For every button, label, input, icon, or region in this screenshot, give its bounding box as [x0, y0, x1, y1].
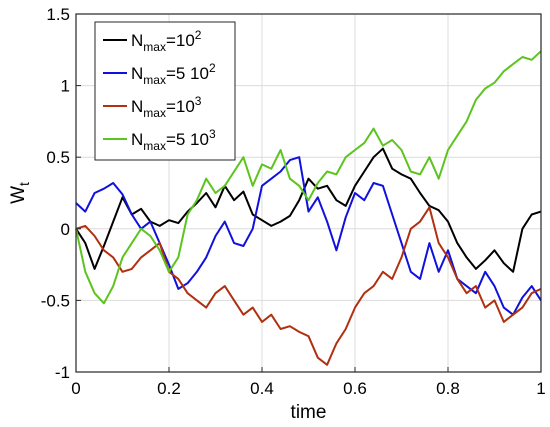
series-line-0 — [75, 147, 542, 273]
x-tick-label: 0.8 — [436, 379, 460, 398]
legend-sub: max — [143, 73, 166, 87]
y-tick-label: 1 — [61, 77, 70, 96]
legend-eq: =5 10 — [166, 64, 209, 83]
legend-sup: 2 — [209, 61, 216, 75]
legend-entry: Nmax=5 102 — [131, 61, 216, 87]
legend-entry: Nmax=103 — [131, 94, 202, 120]
legend-sup: 3 — [209, 127, 216, 141]
series-line-2 — [75, 206, 542, 366]
legend-base: N — [131, 97, 143, 116]
y-tick-label: -1 — [55, 363, 70, 382]
legend-entry: Nmax=5 103 — [131, 127, 216, 153]
y-tick-label: 0 — [61, 220, 70, 239]
plot-frame — [75, 13, 542, 373]
x-axis-label: time — [291, 402, 327, 423]
legend-box — [94, 21, 236, 161]
legend-base: N — [131, 130, 143, 149]
legend-eq: =10 — [166, 97, 195, 116]
x-tick-label: 0.2 — [157, 379, 181, 398]
legend-base: N — [131, 64, 143, 83]
x-tick-label: 0.4 — [250, 379, 274, 398]
y-axis-label-sub: t — [16, 182, 32, 186]
series-lines — [75, 50, 542, 366]
legend-eq: =5 10 — [166, 130, 209, 149]
y-axis-label: Wt — [8, 182, 32, 204]
axis-ticks: 0 0.2 0.4 0.6 0.8 1 -1 -0.5 0 0.5 1 1.5 — [41, 5, 546, 398]
legend-sup: 2 — [195, 28, 202, 42]
x-tick-label: 0 — [71, 379, 80, 398]
series-line-1 — [75, 156, 542, 316]
series-line-3 — [75, 50, 542, 305]
legend-sub: max — [143, 40, 166, 54]
legend-sub: max — [143, 106, 166, 120]
x-tick-label: 0.6 — [343, 379, 367, 398]
y-tick-label: -0.5 — [41, 291, 70, 310]
legend-base: N — [131, 31, 143, 50]
x-tick-label: 1 — [536, 379, 545, 398]
legend-sup: 3 — [195, 94, 202, 108]
legend-eq: =10 — [166, 31, 195, 50]
legend-entry: Nmax=102 — [131, 28, 202, 54]
y-tick-label: 1.5 — [46, 5, 70, 24]
legend-sub: max — [143, 139, 166, 153]
y-axis-label-main: W — [8, 186, 29, 204]
y-tick-label: 0.5 — [46, 148, 70, 167]
